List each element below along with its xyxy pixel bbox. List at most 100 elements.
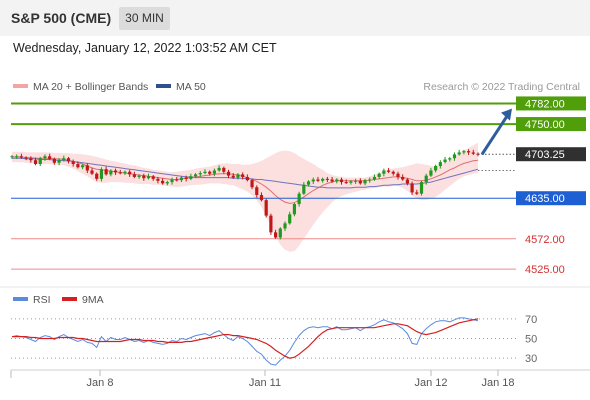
level-badge-0 — [516, 96, 586, 111]
rsi-ma-line — [12, 318, 479, 359]
candle-body — [184, 177, 188, 179]
candle-body — [179, 177, 184, 181]
x-axis-ticks: Jan 8 Jan 11 Jan 12 Jan 18 — [87, 370, 515, 389]
candle-body — [462, 151, 466, 153]
candle-body — [236, 174, 240, 178]
price-levels: 4782.00 4750.00 4635.00 4572.00 4525.00 — [11, 96, 586, 276]
x-tick-label-1: Jan 11 — [249, 377, 281, 389]
candle-body — [24, 157, 28, 159]
candle-body — [269, 215, 273, 233]
candle-body — [292, 204, 297, 215]
candle-body — [193, 174, 198, 177]
candle-body — [146, 176, 151, 179]
legend-label-rsi-ma: 9MA — [82, 294, 104, 306]
candle-body — [438, 162, 442, 166]
candle-body — [321, 178, 325, 181]
candle-body — [273, 232, 278, 238]
timeframe-badge[interactable]: 30 MIN — [119, 7, 170, 30]
candle-body — [316, 179, 320, 181]
candle-body — [231, 175, 235, 178]
header-bar: S&P 500 (CME) 30 MIN — [0, 0, 590, 36]
candle-body — [95, 173, 99, 179]
rsi-lines — [11, 317, 479, 366]
candle-body — [57, 160, 61, 163]
candle-body — [330, 179, 334, 182]
candle-body — [410, 183, 414, 193]
candle-body — [161, 180, 165, 184]
candle-body — [142, 175, 146, 179]
candle-body — [264, 200, 268, 216]
candle-body — [259, 194, 264, 201]
candle-body — [128, 171, 132, 175]
candle-body — [401, 176, 405, 180]
candles — [10, 149, 480, 240]
candle-body — [10, 156, 14, 158]
candle-body — [255, 187, 259, 195]
candle-body — [419, 182, 424, 194]
candle-body — [354, 180, 358, 182]
candle-body — [132, 174, 136, 177]
level-label-2: 4635.00 — [525, 193, 565, 205]
candle-body — [283, 223, 287, 229]
candle-body — [250, 180, 254, 188]
candle-body — [278, 228, 282, 238]
candle-body — [113, 170, 118, 173]
candle-body — [302, 184, 306, 194]
candle-body — [325, 178, 329, 180]
candle-body — [288, 214, 292, 224]
candle-body — [245, 176, 249, 181]
candle-body — [109, 170, 113, 175]
candle-body — [203, 171, 207, 174]
candle-body — [38, 158, 42, 165]
candle-body — [226, 171, 231, 176]
candle-body — [311, 179, 315, 182]
candle-body — [344, 182, 348, 184]
watermark: Research © 2022 Trading Central — [423, 81, 580, 93]
candle-body — [156, 178, 160, 181]
candle-body — [372, 176, 377, 180]
candle-body — [297, 193, 301, 205]
projection-arrow-shaft — [480, 113, 510, 156]
candle-body — [52, 158, 56, 163]
candle-body — [452, 154, 457, 159]
legend-swatch-ma20 — [13, 84, 28, 88]
candle-body — [368, 179, 372, 181]
candle-body — [90, 170, 94, 174]
candle-body — [339, 179, 344, 183]
candle-body — [62, 158, 66, 161]
candle-body — [66, 158, 71, 162]
candle-body — [457, 152, 461, 155]
candle-body — [386, 170, 391, 172]
candle-body — [165, 182, 169, 184]
candle-body — [222, 167, 226, 172]
candle-body — [71, 161, 75, 165]
candle-body — [349, 181, 353, 183]
bollinger-bands — [12, 142, 478, 252]
rsi-line — [11, 317, 479, 366]
candle-body — [189, 176, 193, 179]
candle-body — [363, 180, 367, 184]
price-overlays: 4703.25 — [478, 108, 586, 171]
candle-body — [118, 172, 122, 174]
rsi-gridlines: 70 50 30 — [11, 314, 537, 365]
candle-body — [104, 169, 108, 175]
rsi-tick-label-30: 30 — [525, 353, 537, 365]
level-label-0: 4782.00 — [525, 98, 565, 110]
candle-body — [198, 173, 202, 175]
level-badge-1 — [516, 117, 586, 132]
candle-body — [29, 158, 33, 161]
candle-body — [391, 171, 395, 174]
candle-body — [85, 165, 89, 171]
candle-body — [151, 176, 155, 179]
x-tick-label-0: Jan 8 — [87, 377, 114, 389]
instrument-title: S&P 500 (CME) — [11, 10, 112, 26]
candle-body — [429, 170, 433, 176]
candle-body — [76, 164, 80, 168]
candle-body — [382, 170, 386, 174]
candle-body — [424, 175, 428, 183]
legend-label-ma50: MA 50 — [176, 81, 206, 93]
candle-body — [175, 179, 179, 181]
x-tick-label-2: Jan 12 — [414, 377, 447, 389]
